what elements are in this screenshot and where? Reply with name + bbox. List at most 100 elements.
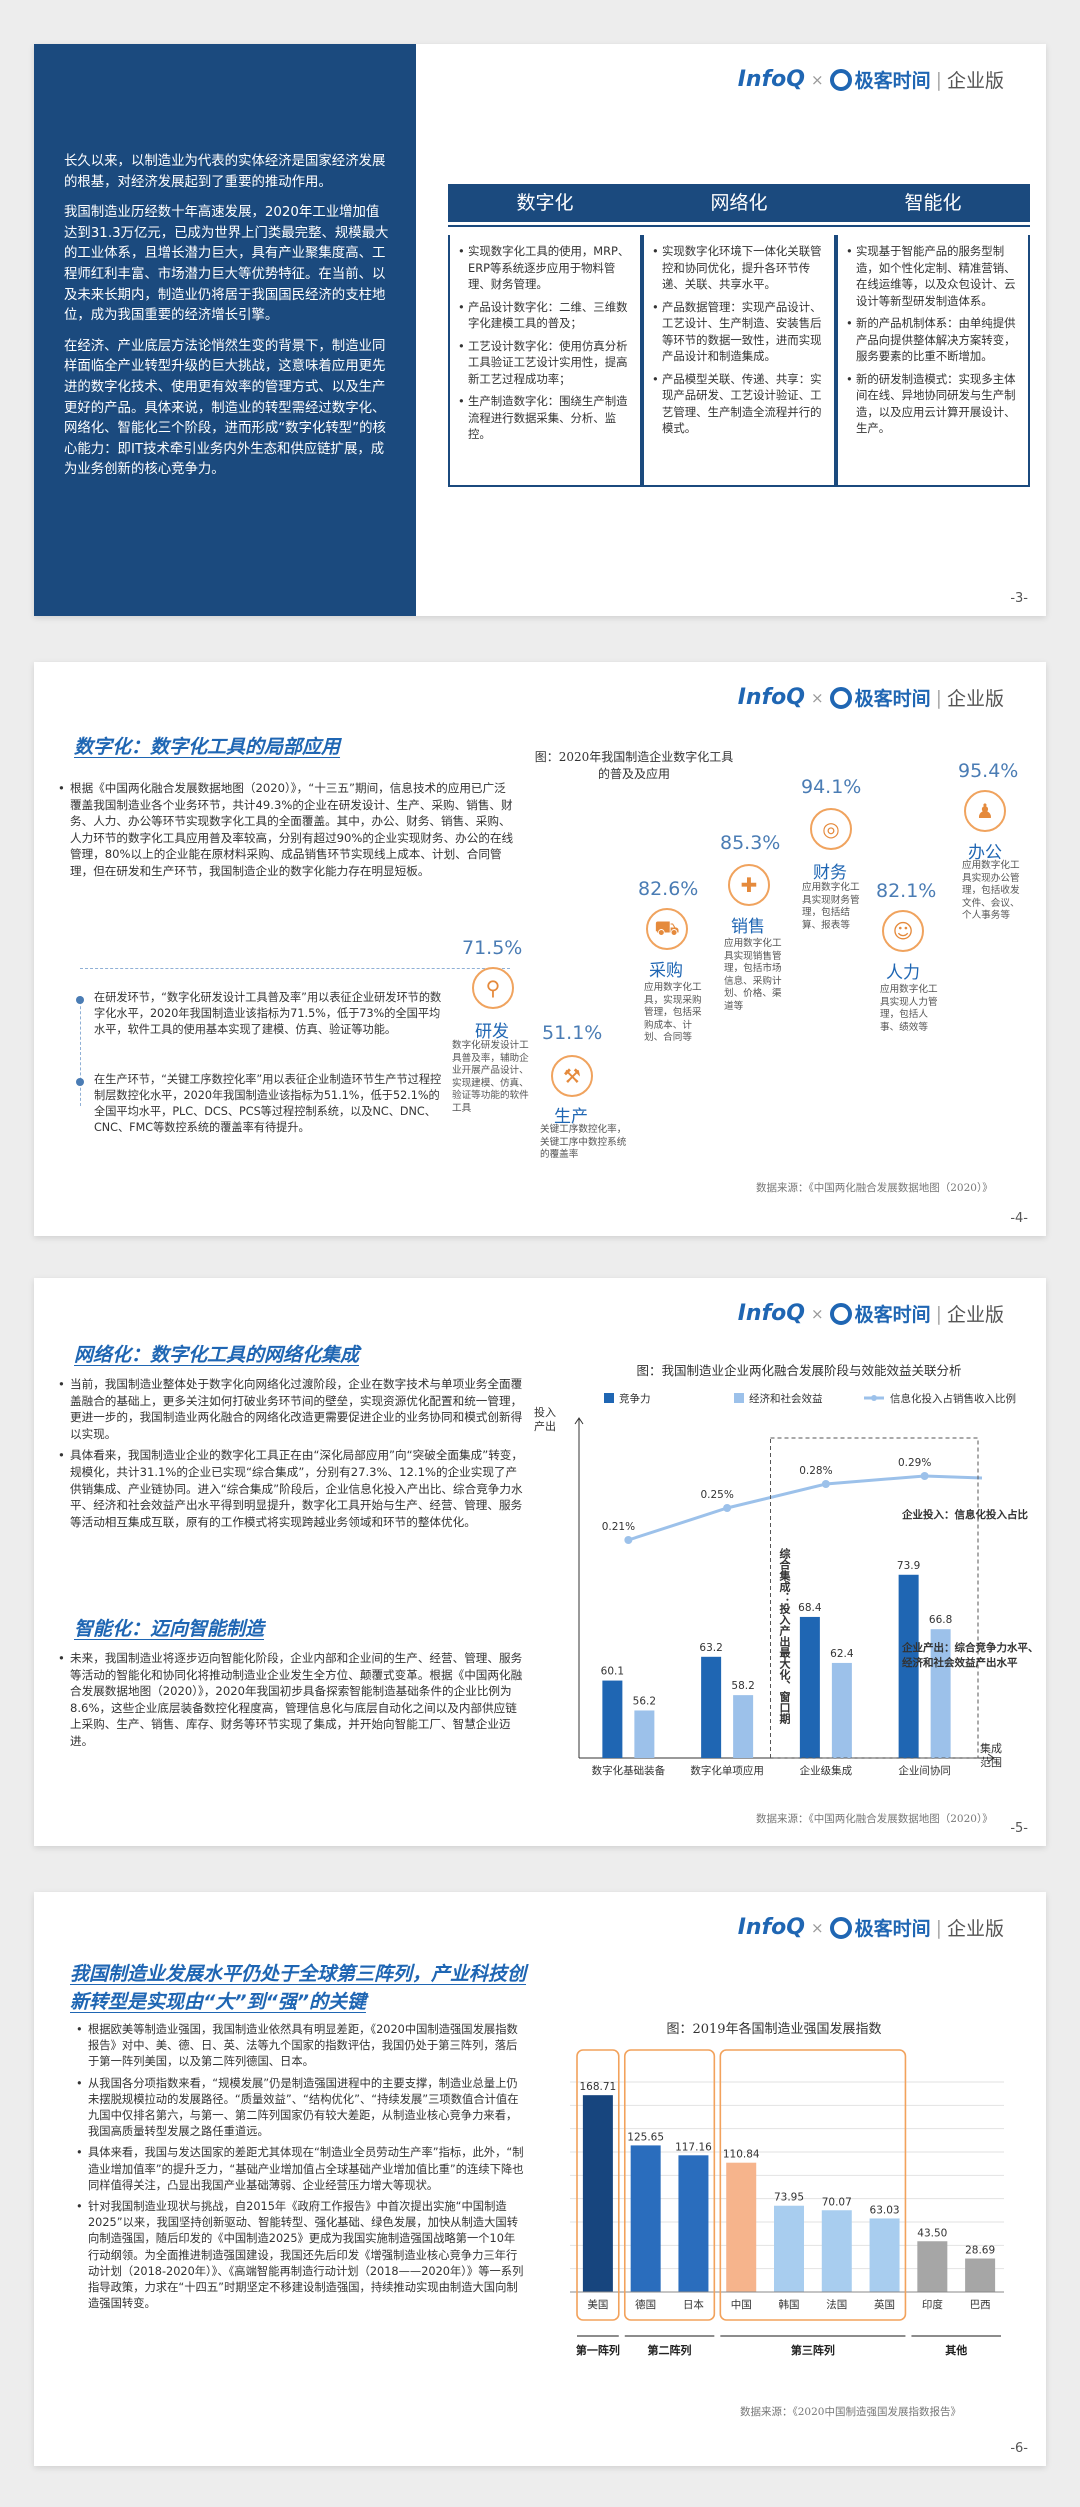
desc-production: 关键工序数控化率，关键工序中数控系统的覆盖率 <box>540 1124 627 1161</box>
bar-benefit <box>733 1695 754 1758</box>
bar-value-label: 60.1 <box>601 1666 624 1678</box>
geektime-logo: 极客时间 <box>854 688 931 710</box>
coins-icon: ◎ <box>810 808 852 850</box>
bullet-item: 当前，我国制造业整体处于数字化向网络化过渡阶段，企业在数字技术与单项业务全面覆盖… <box>56 1376 526 1442</box>
bullet-list: 未来，我国制造业将逐步迈向智能化阶段，企业内部和企业间的生产、经营、管理、服务等… <box>56 1650 526 1755</box>
edition-label: 企业版 <box>946 1304 1004 1326</box>
x-tick-label: 企业级集成 <box>800 1764 853 1777</box>
geektime-logo: 极客时间 <box>854 70 931 92</box>
logo-cross: × <box>810 688 824 707</box>
percent-sales: 85.3% <box>720 832 781 854</box>
section-title-intelligent: 智能化：迈向智能制造 <box>74 1618 265 1640</box>
bullet-list: 根据《中国两化融合发展数据地图（2020）》，“十三五”期间，信息技术的应用已广… <box>56 780 516 885</box>
label-production: 生产 <box>554 1107 588 1127</box>
legend-label: 经济和社会效益 <box>749 1392 823 1405</box>
stage-title: 网络化 <box>642 184 836 222</box>
note-rd: 在研发环节，“数字化研发设计工具普及率”用以表征企业研发环节的数字化水平，202… <box>76 990 446 1038</box>
group-label: 第三阵列 <box>791 2343 835 2357</box>
x-tick-label: 韩国 <box>779 2298 800 2311</box>
x-tick-label: 德国 <box>635 2298 656 2311</box>
stage-item: 新的研发制造模式：实现多主体间在线、异地协同研发与生产制造，以及应用云计算开展设… <box>846 371 1020 437</box>
divider <box>836 225 1030 227</box>
brand-logo: InfoQ × 极客时间 | 企业版 <box>738 1300 1004 1327</box>
bar-value-label: 63.03 <box>870 2204 900 2216</box>
x-tick-label: 印度 <box>922 2298 943 2311</box>
infoq-logo: InfoQ <box>737 685 805 710</box>
edition-label: 企业版 <box>946 70 1004 92</box>
group-label: 其他 <box>945 2343 967 2357</box>
data-source: 数据来源：《中国两化融合发展数据地图（2020）》 <box>756 1182 993 1194</box>
bar-competitiveness <box>602 1680 623 1758</box>
bar-value-label: 68.4 <box>798 1602 822 1614</box>
x-axis-label: 范围 <box>980 1755 1002 1769</box>
x-tick-label: 日本 <box>683 2298 704 2311</box>
annotation-integration: 综合集成：投入产出最大化、窗口期 <box>778 1547 792 1725</box>
geektime-logo: 极客时间 <box>854 1918 931 1940</box>
intro-paragraph: 在经济、产业底层方法论悄然生变的背景下，制造业同样面临全产业转型升级的巨大挑战，… <box>64 338 386 478</box>
x-tick-label: 企业间协同 <box>898 1764 951 1777</box>
gavel-icon: ⚒ <box>551 1055 593 1097</box>
bar-value-label: 62.4 <box>830 1648 854 1660</box>
page-number: -5- <box>1010 1821 1028 1836</box>
label-finance: 财务 <box>813 863 847 883</box>
bullet-item: 根据《中国两化融合发展数据地图（2020）》，“十三五”期间，信息技术的应用已广… <box>56 780 516 880</box>
line-point <box>624 1536 633 1544</box>
logo-separator: | <box>935 68 942 91</box>
country-bar <box>774 2205 804 2292</box>
desc-finance: 应用数字化工具实现财务管理，包括结算、报表等 <box>802 882 860 931</box>
magnifier-icon: ⚲ <box>472 967 514 1009</box>
stage-item: 产品数据管理：实现产品设计、工艺设计、生产制造、安装售后等环节的数据一致性，进而… <box>652 299 826 365</box>
geektime-icon <box>829 68 852 91</box>
stage-item: 实现数字化工具的使用，MRP、ERP等系统逐步应用于物料管理、财务管理。 <box>458 243 632 293</box>
bar-value-label: 73.9 <box>897 1560 920 1572</box>
page-number: -4- <box>1010 1211 1028 1226</box>
percent-finance: 94.1% <box>801 776 862 798</box>
stage-body: 实现数字化环境下一体化关联管控和协同优化，提升各环节传递、关联、共享水平。 产品… <box>642 235 836 487</box>
country-bar <box>582 2095 613 2292</box>
bar-benefit <box>831 1662 852 1758</box>
brand-logo: InfoQ × 极客时间 | 企业版 <box>738 684 1004 711</box>
intro-paragraph: 我国制造业历经数十年高速发展，2020年工业增加值达到31.3万亿元，已成为世界… <box>64 205 389 324</box>
brand-logo: InfoQ × 极客时间 | 企业版 <box>738 66 1004 93</box>
stage-item: 产品设计数字化：二维、三维数字化建模工具的普及； <box>458 299 632 332</box>
percent-office: 95.4% <box>958 760 1019 782</box>
bar-value-label: 110.84 <box>723 2149 760 2161</box>
label-hr: 人力 <box>886 963 920 983</box>
stage-column-network: 网络化 实现数字化环境下一体化关联管控和协同优化，提升各环节传递、关联、共享水平… <box>642 184 836 487</box>
logo-separator: | <box>935 686 942 709</box>
label-office: 办公 <box>968 843 1002 863</box>
integration-window-box <box>770 1437 979 1759</box>
legend-marker <box>871 1395 877 1401</box>
line-point <box>821 1480 830 1488</box>
line-point-label: 0.28% <box>799 1465 832 1477</box>
slide-manufacturing-power: InfoQ × 极客时间 | 企业版 我国制造业发展水平仍处于全球第三阵列，产业… <box>34 1892 1046 2466</box>
timeline-line <box>80 996 81 1106</box>
stage-item: 产品模型关联、传递、共享：实现产品研发、工艺设计验证、工艺管理、生产制造全流程并… <box>652 371 826 437</box>
stage-item: 实现基于智能产品的服务型制造，如个性化定制、精准营销、在线运维等，以及众包设计、… <box>846 243 1020 309</box>
annotation-output: 企业产出：综合竞争力水平、 <box>901 1641 1034 1654</box>
line-investment-ratio <box>627 1474 983 1542</box>
label-purchase: 采购 <box>649 961 683 981</box>
label-rd: 研发 <box>475 1022 509 1042</box>
annotation-output: 经济和社会效益产出水平 <box>902 1656 1018 1669</box>
geektime-icon <box>829 1302 852 1325</box>
chart-caption: 图：我国制造业企业两化融合发展阶段与效能效益关联分析 <box>636 1363 962 1378</box>
group-label: 第一阵列 <box>576 2343 620 2357</box>
bar-value-label: 63.2 <box>699 1642 722 1654</box>
bar-benefit <box>930 1629 951 1758</box>
stage-title: 数字化 <box>448 184 642 222</box>
section-title: 我国制造业发展水平仍处于全球第三阵列，产业科技创新转型是实现由“大”到“强”的关… <box>70 1963 527 2013</box>
line-point-label: 0.25% <box>700 1489 733 1501</box>
divider <box>80 968 510 969</box>
group-label: 第二阵列 <box>648 2343 692 2357</box>
stage-column-intelligent: 智能化 实现基于智能产品的服务型制造，如个性化定制、精准营销、在线运维等，以及众… <box>836 184 1030 487</box>
divider <box>448 225 642 227</box>
group-frame <box>719 2049 907 2321</box>
x-tick-label: 数字化单项应用 <box>690 1764 764 1777</box>
bar-value-label: 66.8 <box>929 1614 952 1626</box>
edition-label: 企业版 <box>946 1918 1004 1940</box>
y-axis-label: 产出 <box>534 1419 556 1433</box>
stage-item: 工艺设计数字化：使用仿真分析工具验证工艺设计实用性，提高新工艺过程成功率； <box>458 338 632 388</box>
geektime-icon <box>829 1916 852 1939</box>
country-bar <box>965 2258 996 2292</box>
